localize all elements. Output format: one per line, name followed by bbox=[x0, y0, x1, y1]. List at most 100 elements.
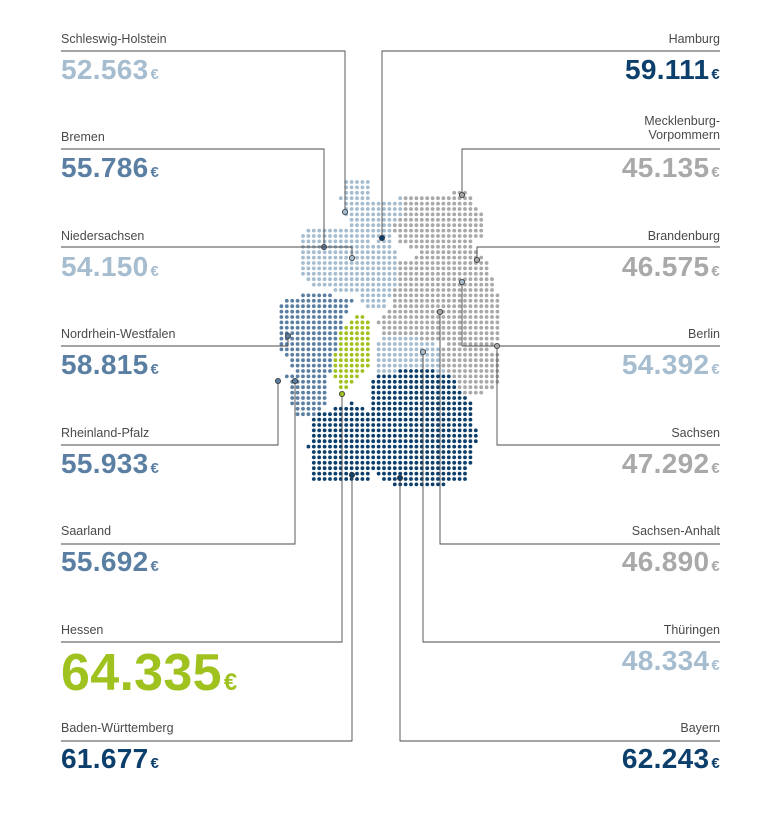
map-dot bbox=[479, 315, 484, 319]
map-dot bbox=[355, 228, 359, 233]
map-dot bbox=[457, 239, 462, 244]
map-dot bbox=[473, 304, 478, 309]
map-dot bbox=[484, 358, 489, 363]
map-dot bbox=[446, 379, 451, 384]
map-dot bbox=[419, 244, 424, 249]
map-dot bbox=[409, 471, 413, 476]
map-dot bbox=[344, 450, 349, 454]
map-dot bbox=[306, 293, 311, 298]
map-dot bbox=[311, 460, 316, 465]
map-dot bbox=[463, 320, 467, 325]
map-dot bbox=[290, 396, 295, 400]
map-dot bbox=[484, 288, 489, 292]
map-dot bbox=[468, 234, 473, 238]
map-dot bbox=[311, 385, 316, 390]
map-dot bbox=[403, 271, 408, 276]
map-dot bbox=[446, 433, 451, 438]
map-dot bbox=[344, 266, 349, 271]
map-dot bbox=[306, 255, 311, 260]
map-dot bbox=[382, 277, 386, 282]
map-dot bbox=[365, 412, 370, 417]
map-dot bbox=[311, 255, 316, 260]
map-dot bbox=[360, 196, 365, 201]
map-dot bbox=[311, 466, 316, 471]
map-dot bbox=[425, 401, 430, 406]
map-dot bbox=[365, 477, 370, 481]
map-dot bbox=[457, 320, 462, 325]
map-dot bbox=[392, 396, 397, 400]
map-dot bbox=[484, 336, 489, 341]
map-dot bbox=[468, 401, 473, 406]
map-dot bbox=[355, 315, 359, 319]
map-dot bbox=[392, 401, 397, 406]
map-dot bbox=[468, 444, 473, 449]
map-dot bbox=[333, 352, 338, 357]
map-dot bbox=[398, 390, 403, 395]
map-dot bbox=[452, 320, 457, 325]
map-dot bbox=[425, 466, 430, 471]
map-dot bbox=[484, 261, 489, 265]
map-dot bbox=[436, 271, 440, 276]
map-dot bbox=[328, 331, 332, 336]
map-dot bbox=[328, 277, 332, 282]
map-dot bbox=[392, 282, 397, 287]
map-dot bbox=[295, 385, 300, 390]
map-dot bbox=[452, 352, 457, 357]
map-dot bbox=[446, 417, 451, 422]
map-dot bbox=[360, 207, 365, 211]
map-dot bbox=[349, 325, 354, 330]
map-dot bbox=[360, 271, 365, 276]
map-dot bbox=[360, 239, 365, 244]
map-dot bbox=[457, 460, 462, 465]
map-dot bbox=[322, 450, 327, 454]
map-dot bbox=[457, 412, 462, 417]
map-dot bbox=[338, 374, 343, 379]
map-dot bbox=[338, 320, 343, 325]
map-dot bbox=[365, 234, 370, 238]
map-dot bbox=[382, 379, 386, 384]
map-dot bbox=[409, 385, 413, 390]
map-dot bbox=[398, 266, 403, 271]
map-dot bbox=[430, 201, 435, 206]
map-dot bbox=[490, 379, 494, 384]
map-dot bbox=[430, 266, 435, 271]
currency-symbol: € bbox=[150, 263, 160, 280]
map-dot bbox=[457, 374, 462, 379]
map-dot bbox=[392, 374, 397, 379]
map-dot bbox=[322, 228, 327, 233]
map-dot bbox=[360, 417, 365, 422]
map-dot bbox=[484, 271, 489, 276]
map-dot bbox=[360, 255, 365, 260]
map-dot bbox=[403, 293, 408, 298]
map-dot bbox=[409, 482, 413, 487]
map-dot bbox=[403, 390, 408, 395]
map-dot bbox=[430, 347, 435, 352]
map-dot bbox=[441, 277, 446, 282]
map-dot bbox=[419, 201, 424, 206]
map-dot bbox=[398, 277, 403, 282]
map-dot bbox=[392, 277, 397, 282]
map-dot bbox=[425, 460, 430, 465]
map-dot bbox=[484, 298, 489, 303]
map-dot bbox=[360, 450, 365, 454]
map-dot bbox=[317, 444, 322, 449]
map-dot bbox=[376, 282, 381, 287]
map-dot bbox=[290, 342, 295, 346]
map-dot bbox=[376, 363, 381, 368]
map-dot bbox=[333, 363, 338, 368]
map-dot bbox=[295, 315, 300, 319]
map-dot bbox=[457, 261, 462, 265]
map-dot bbox=[446, 212, 451, 217]
map-dot bbox=[457, 369, 462, 373]
map-dot bbox=[349, 423, 354, 427]
map-dot bbox=[419, 336, 424, 341]
map-dot bbox=[365, 201, 370, 206]
leader-line-sachsen bbox=[496, 346, 720, 446]
map-dot bbox=[322, 336, 327, 341]
map-dot bbox=[473, 298, 478, 303]
map-dot bbox=[338, 261, 343, 265]
map-dot bbox=[484, 282, 489, 287]
map-dot bbox=[317, 261, 322, 265]
map-dot bbox=[479, 390, 484, 395]
map-dot bbox=[371, 450, 376, 454]
